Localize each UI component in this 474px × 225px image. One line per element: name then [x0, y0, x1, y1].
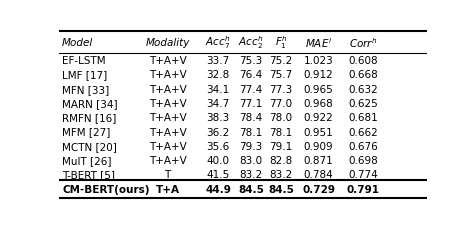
Text: 44.9: 44.9 [205, 184, 231, 194]
Text: 0.965: 0.965 [304, 84, 334, 94]
Text: T+A+V: T+A+V [149, 56, 186, 66]
Text: 38.3: 38.3 [206, 113, 229, 123]
Text: 76.4: 76.4 [239, 70, 263, 80]
Text: 0.951: 0.951 [304, 127, 334, 137]
Text: 75.3: 75.3 [239, 56, 263, 66]
Text: 78.1: 78.1 [239, 127, 263, 137]
Text: RMFN [16]: RMFN [16] [62, 113, 117, 123]
Text: 35.6: 35.6 [206, 141, 229, 151]
Text: 0.909: 0.909 [304, 141, 333, 151]
Text: 0.608: 0.608 [348, 56, 378, 66]
Text: MFM [27]: MFM [27] [62, 127, 110, 137]
Text: 0.968: 0.968 [304, 99, 334, 108]
Text: 77.4: 77.4 [239, 84, 263, 94]
Text: Model: Model [62, 38, 93, 47]
Text: MARN [34]: MARN [34] [62, 99, 118, 108]
Text: 83.2: 83.2 [270, 170, 293, 180]
Text: 79.3: 79.3 [239, 141, 263, 151]
Text: 79.1: 79.1 [270, 141, 293, 151]
Text: EF-LSTM: EF-LSTM [62, 56, 106, 66]
Text: T+A+V: T+A+V [149, 141, 186, 151]
Text: T+A+V: T+A+V [149, 70, 186, 80]
Text: 82.8: 82.8 [270, 155, 293, 165]
Text: T-BERT [5]: T-BERT [5] [62, 170, 115, 180]
Text: 34.7: 34.7 [206, 99, 229, 108]
Text: CM-BERT(ours): CM-BERT(ours) [62, 184, 150, 194]
Text: 84.5: 84.5 [268, 184, 294, 194]
Text: 77.3: 77.3 [270, 84, 293, 94]
Text: 0.729: 0.729 [302, 184, 335, 194]
Text: 78.4: 78.4 [239, 113, 263, 123]
Text: 0.681: 0.681 [348, 113, 378, 123]
Text: 0.774: 0.774 [348, 170, 378, 180]
Text: 83.2: 83.2 [239, 170, 263, 180]
Text: 0.668: 0.668 [348, 70, 378, 80]
Text: MCTN [20]: MCTN [20] [62, 141, 117, 151]
Text: 32.8: 32.8 [206, 70, 229, 80]
Text: $F_1^h$: $F_1^h$ [275, 34, 288, 51]
Text: 0.676: 0.676 [348, 141, 378, 151]
Text: 41.5: 41.5 [206, 170, 229, 180]
Text: LMF [17]: LMF [17] [62, 70, 108, 80]
Text: MFN [33]: MFN [33] [62, 84, 109, 94]
Text: T+A+V: T+A+V [149, 113, 186, 123]
Text: T+A+V: T+A+V [149, 84, 186, 94]
Text: 40.0: 40.0 [207, 155, 229, 165]
Text: 0.922: 0.922 [304, 113, 334, 123]
Text: 0.662: 0.662 [348, 127, 378, 137]
Text: $Acc_7^h$: $Acc_7^h$ [205, 34, 231, 51]
Text: T+A+V: T+A+V [149, 155, 186, 165]
Text: 84.5: 84.5 [238, 184, 264, 194]
Text: MulT [26]: MulT [26] [62, 155, 112, 165]
Text: $Acc_2^h$: $Acc_2^h$ [238, 34, 264, 51]
Text: 1.023: 1.023 [304, 56, 334, 66]
Text: Modality: Modality [146, 38, 190, 47]
Text: $Corr^h$: $Corr^h$ [349, 36, 378, 50]
Text: T+A: T+A [155, 184, 180, 194]
Text: 0.632: 0.632 [348, 84, 378, 94]
Text: 33.7: 33.7 [206, 56, 229, 66]
Text: 0.912: 0.912 [304, 70, 334, 80]
Text: 83.0: 83.0 [239, 155, 263, 165]
Text: T+A+V: T+A+V [149, 127, 186, 137]
Text: 0.784: 0.784 [304, 170, 334, 180]
Text: 78.0: 78.0 [270, 113, 292, 123]
Text: 75.2: 75.2 [270, 56, 293, 66]
Text: 77.0: 77.0 [270, 99, 292, 108]
Text: 75.7: 75.7 [270, 70, 293, 80]
Text: T+A+V: T+A+V [149, 99, 186, 108]
Text: 0.698: 0.698 [348, 155, 378, 165]
Text: T: T [164, 170, 171, 180]
Text: 78.1: 78.1 [270, 127, 293, 137]
Text: $MAE^l$: $MAE^l$ [305, 36, 332, 50]
Text: 0.625: 0.625 [348, 99, 378, 108]
Text: 36.2: 36.2 [206, 127, 229, 137]
Text: 0.871: 0.871 [304, 155, 334, 165]
Text: 34.1: 34.1 [206, 84, 229, 94]
Text: 0.791: 0.791 [347, 184, 380, 194]
Text: 77.1: 77.1 [239, 99, 263, 108]
